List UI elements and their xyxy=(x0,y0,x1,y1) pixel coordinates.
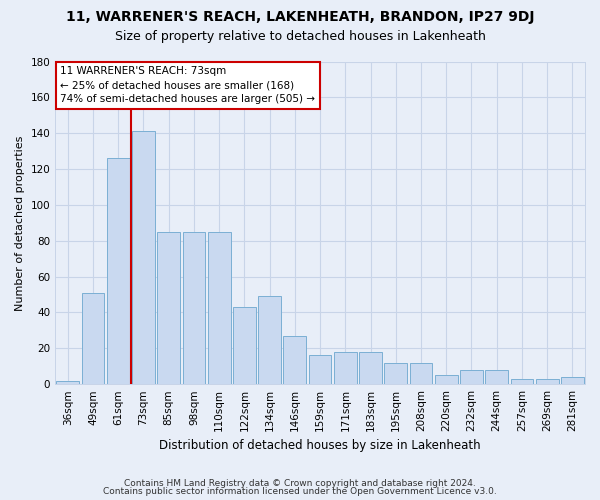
Bar xyxy=(107,158,130,384)
Bar xyxy=(334,352,356,384)
Bar xyxy=(132,132,155,384)
Bar xyxy=(233,307,256,384)
Bar xyxy=(309,356,331,384)
Text: 11 WARRENER'S REACH: 73sqm
← 25% of detached houses are smaller (168)
74% of sem: 11 WARRENER'S REACH: 73sqm ← 25% of deta… xyxy=(61,66,316,104)
Bar xyxy=(385,362,407,384)
Text: Size of property relative to detached houses in Lakenheath: Size of property relative to detached ho… xyxy=(115,30,485,43)
Text: Contains HM Land Registry data © Crown copyright and database right 2024.: Contains HM Land Registry data © Crown c… xyxy=(124,478,476,488)
Bar xyxy=(56,380,79,384)
Text: 11, WARRENER'S REACH, LAKENHEATH, BRANDON, IP27 9DJ: 11, WARRENER'S REACH, LAKENHEATH, BRANDO… xyxy=(66,10,534,24)
Text: Contains public sector information licensed under the Open Government Licence v3: Contains public sector information licen… xyxy=(103,487,497,496)
Bar xyxy=(435,375,458,384)
Bar xyxy=(460,370,483,384)
Bar xyxy=(82,293,104,384)
Bar xyxy=(511,379,533,384)
Bar xyxy=(208,232,230,384)
Bar xyxy=(410,362,433,384)
Bar xyxy=(561,377,584,384)
Y-axis label: Number of detached properties: Number of detached properties xyxy=(15,135,25,310)
Bar xyxy=(182,232,205,384)
Bar xyxy=(258,296,281,384)
Bar xyxy=(157,232,180,384)
Bar xyxy=(359,352,382,384)
Bar xyxy=(283,336,306,384)
Bar xyxy=(485,370,508,384)
Bar xyxy=(536,379,559,384)
X-axis label: Distribution of detached houses by size in Lakenheath: Distribution of detached houses by size … xyxy=(159,440,481,452)
